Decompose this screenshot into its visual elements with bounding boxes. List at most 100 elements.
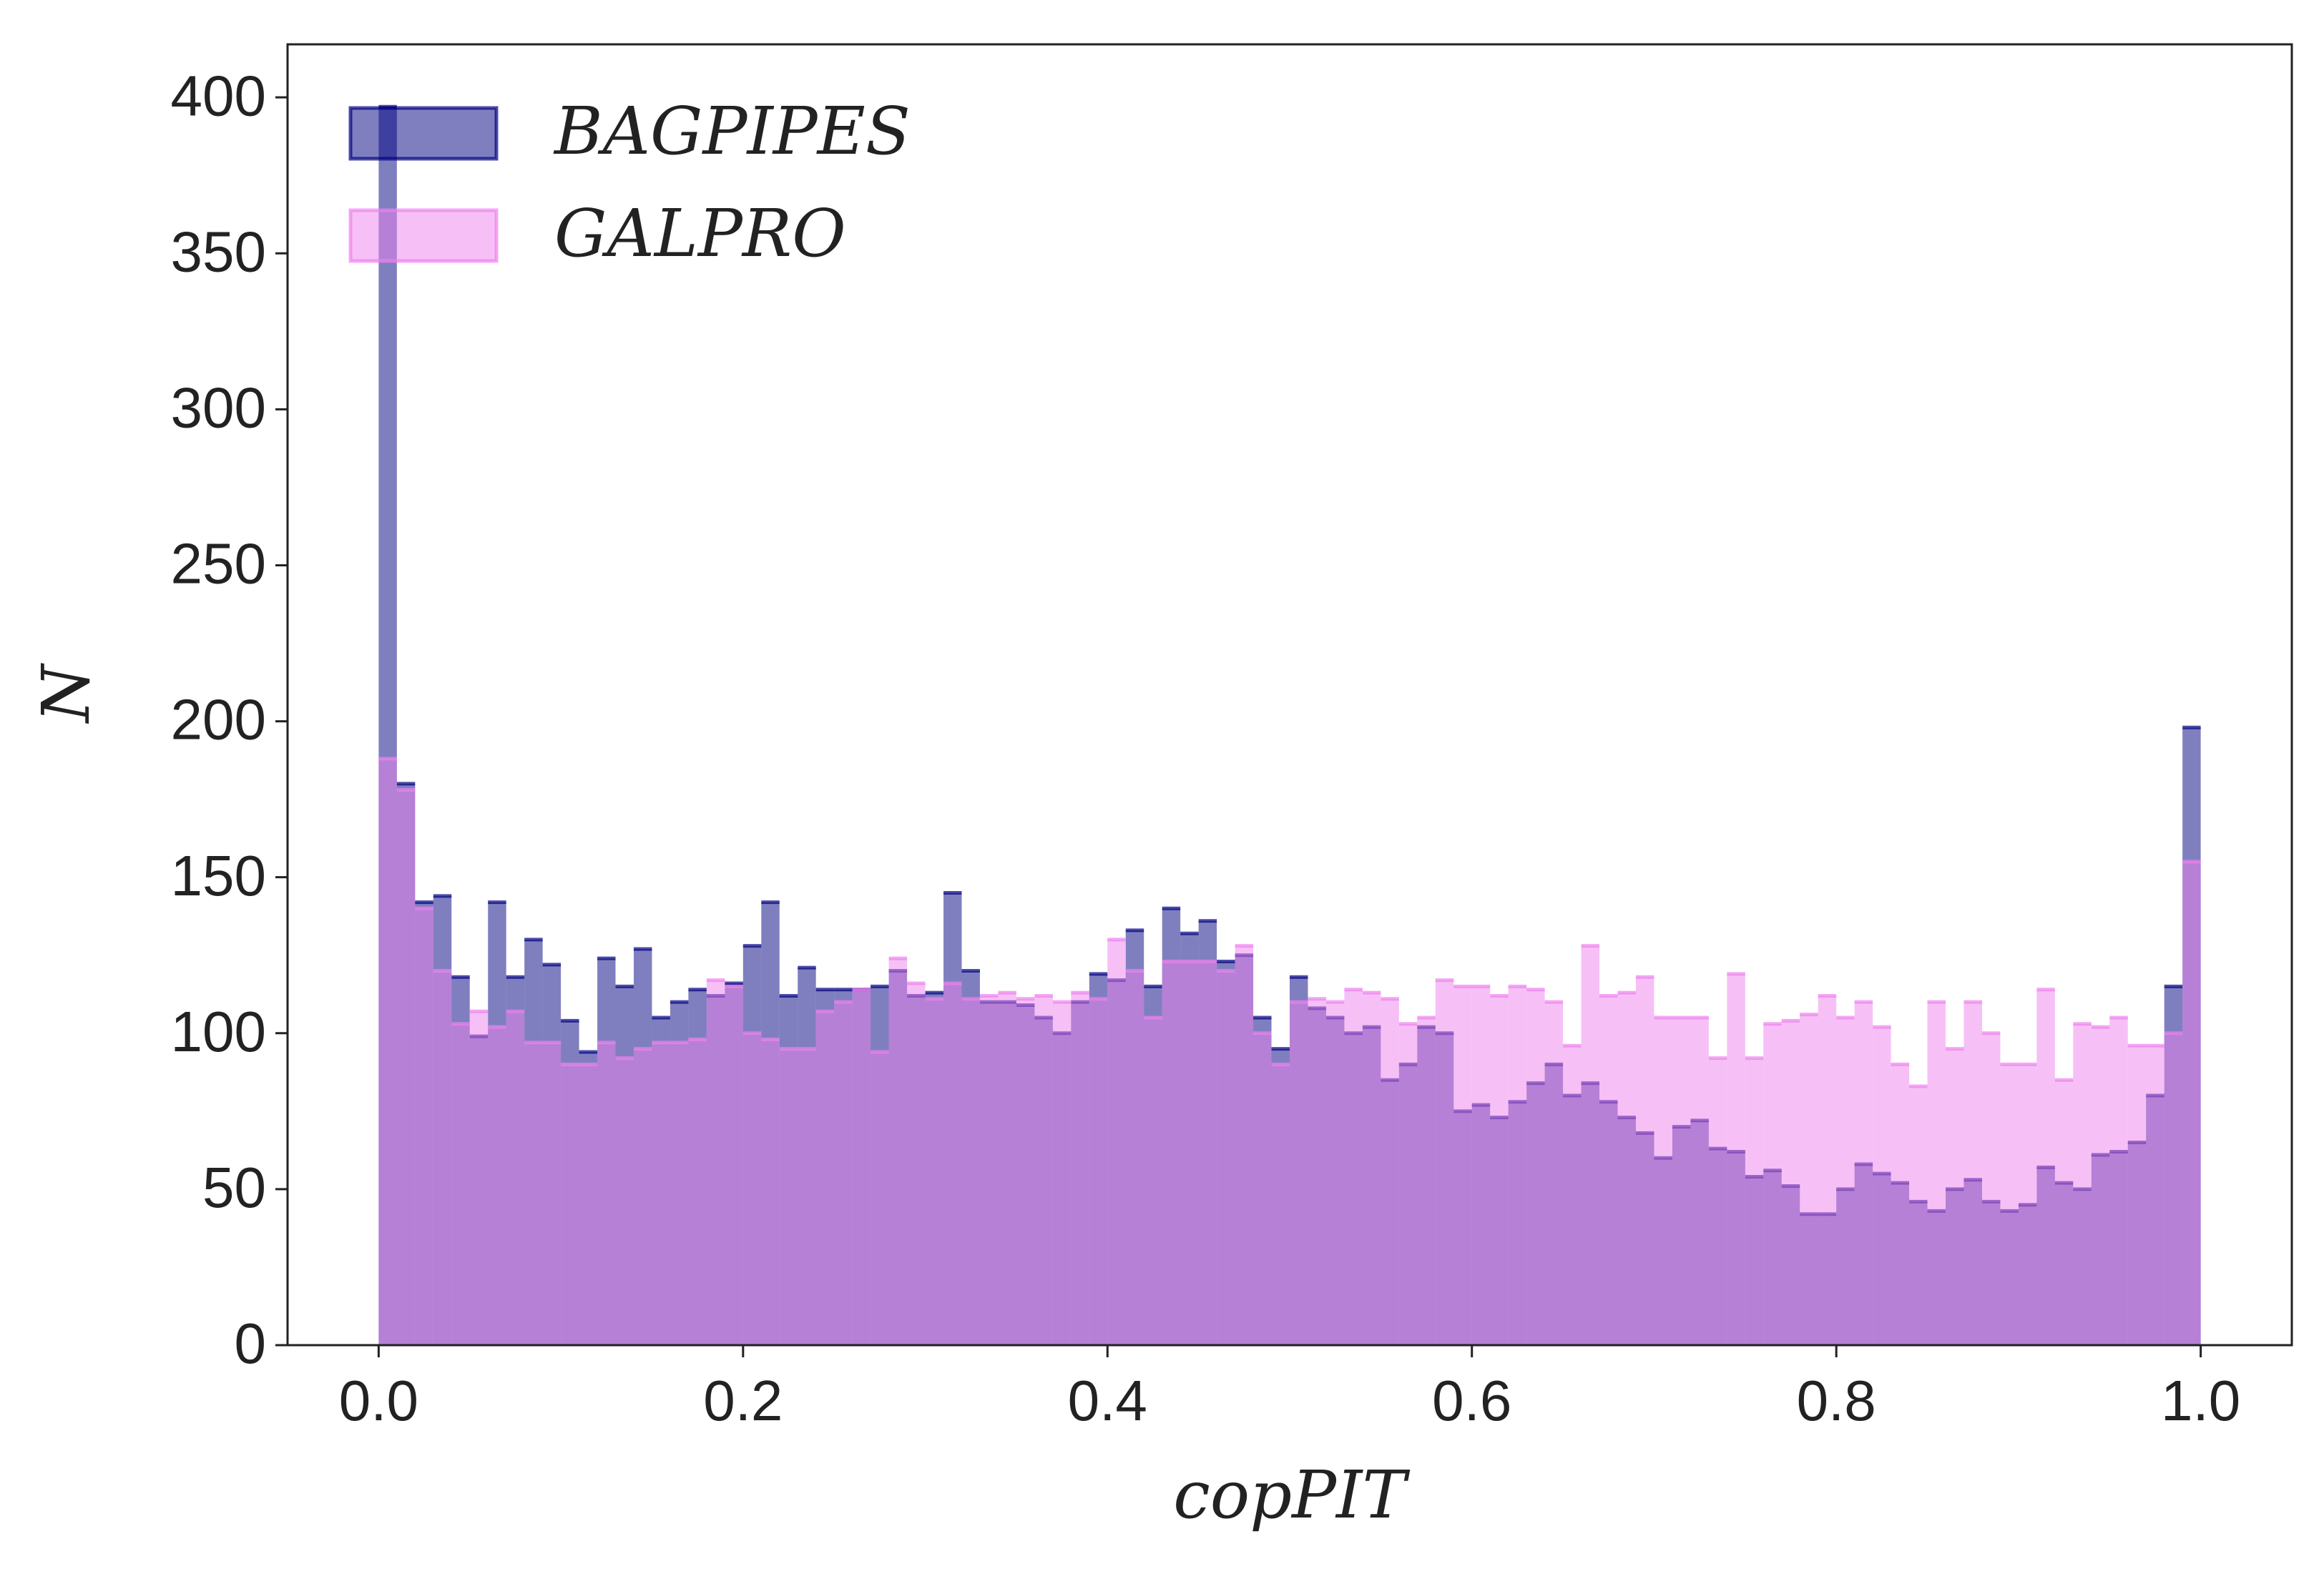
bar: [943, 983, 962, 1345]
bar: [1781, 1020, 1800, 1345]
bar: [1362, 993, 1381, 1345]
bar: [1745, 1058, 1764, 1345]
bar: [1490, 995, 1509, 1345]
bar: [633, 1048, 652, 1345]
legend-label: BAGPIPES: [553, 93, 911, 169]
bar: [396, 790, 416, 1345]
x-axis-label: copPIT: [1173, 1457, 1410, 1533]
bar: [1271, 1064, 1290, 1345]
bar: [1708, 1058, 1727, 1345]
x-tick-label: 0.6: [1432, 1369, 1511, 1432]
bar: [1016, 998, 1035, 1345]
bar: [2164, 1033, 2183, 1345]
bar: [1763, 1023, 1782, 1345]
bar: [1508, 986, 1527, 1345]
bar: [1909, 1086, 1928, 1345]
bar: [378, 758, 397, 1345]
plot-frame: [286, 43, 2293, 1347]
bar: [1946, 1048, 1964, 1345]
bar: [1690, 1017, 1709, 1345]
bar: [1453, 986, 1472, 1345]
bar: [1034, 995, 1053, 1345]
bar: [615, 1058, 634, 1345]
bar: [1398, 1023, 1418, 1345]
legend-label: GALPRO: [554, 195, 846, 272]
bar: [1654, 1017, 1672, 1345]
y-tick-label: 350: [171, 220, 266, 283]
x-tick-label: 0.4: [1068, 1369, 1147, 1432]
bar: [1325, 1002, 1345, 1345]
bar: [451, 1023, 470, 1345]
bar: [1071, 993, 1089, 1345]
bar: [998, 993, 1016, 1345]
bar: [779, 1048, 798, 1345]
bar: [925, 998, 944, 1345]
bar: [1417, 1017, 1436, 1345]
bar: [1107, 939, 1126, 1345]
bar: [1563, 1046, 1582, 1345]
bar: [2036, 989, 2055, 1345]
bar: [1672, 1017, 1691, 1345]
x-tick-label: 0.2: [703, 1369, 783, 1432]
y-tick-label: 150: [171, 844, 266, 907]
y-tick-label: 400: [171, 64, 266, 127]
bar: [834, 1002, 853, 1345]
y-tick-label: 200: [171, 688, 266, 752]
bar: [979, 995, 999, 1345]
bar: [1180, 961, 1199, 1345]
y-tick-label: 250: [171, 532, 266, 596]
bar: [2091, 1027, 2110, 1345]
bar: [1927, 1002, 1946, 1345]
y-tick-label: 300: [171, 375, 266, 439]
bar: [1344, 989, 1363, 1345]
bar: [1836, 1017, 1855, 1345]
bar: [2018, 1064, 2037, 1345]
bar: [1617, 993, 1636, 1345]
bar: [1544, 1002, 1564, 1345]
bar: [524, 1042, 543, 1345]
bar: [2127, 1046, 2147, 1345]
bar: [1800, 1014, 1818, 1345]
legend-swatch: [348, 106, 499, 161]
bar: [742, 1033, 762, 1345]
bar: [1089, 998, 1108, 1345]
bar: [506, 1011, 525, 1345]
bar: [1253, 1033, 1272, 1345]
bar: [1727, 973, 1745, 1345]
bar: [1854, 1002, 1873, 1345]
bar: [2182, 861, 2201, 1345]
bar: [2073, 1023, 2092, 1345]
bar: [488, 1027, 506, 1345]
bar: [688, 1039, 707, 1345]
legend-swatch: [348, 208, 499, 263]
bar: [1581, 945, 1600, 1345]
bar: [561, 1064, 579, 1345]
bar: [2000, 1064, 2019, 1345]
bar: [1052, 1002, 1072, 1345]
bar: [1217, 970, 1235, 1345]
bar: [961, 998, 980, 1345]
y-axis-label: N: [28, 662, 104, 724]
bar: [871, 1051, 889, 1345]
bar: [1891, 1064, 1910, 1345]
bar: [1235, 945, 1254, 1345]
x-tick-label: 0.0: [339, 1369, 418, 1432]
bar: [597, 1042, 616, 1345]
bar: [542, 1042, 562, 1345]
bar: [1526, 989, 1545, 1345]
bar: [1963, 1002, 1982, 1345]
bar: [852, 989, 871, 1345]
bar: [469, 1011, 489, 1345]
bar: [1144, 1017, 1162, 1345]
bar: [888, 958, 908, 1345]
bar: [725, 986, 743, 1345]
bar: [907, 983, 926, 1345]
x-tick-label: 0.8: [1797, 1369, 1876, 1432]
bar: [670, 1042, 689, 1345]
bar: [1599, 995, 1618, 1345]
bar: [1471, 986, 1491, 1345]
bar: [761, 1039, 780, 1345]
bar: [579, 1064, 598, 1345]
bar: [433, 970, 452, 1345]
